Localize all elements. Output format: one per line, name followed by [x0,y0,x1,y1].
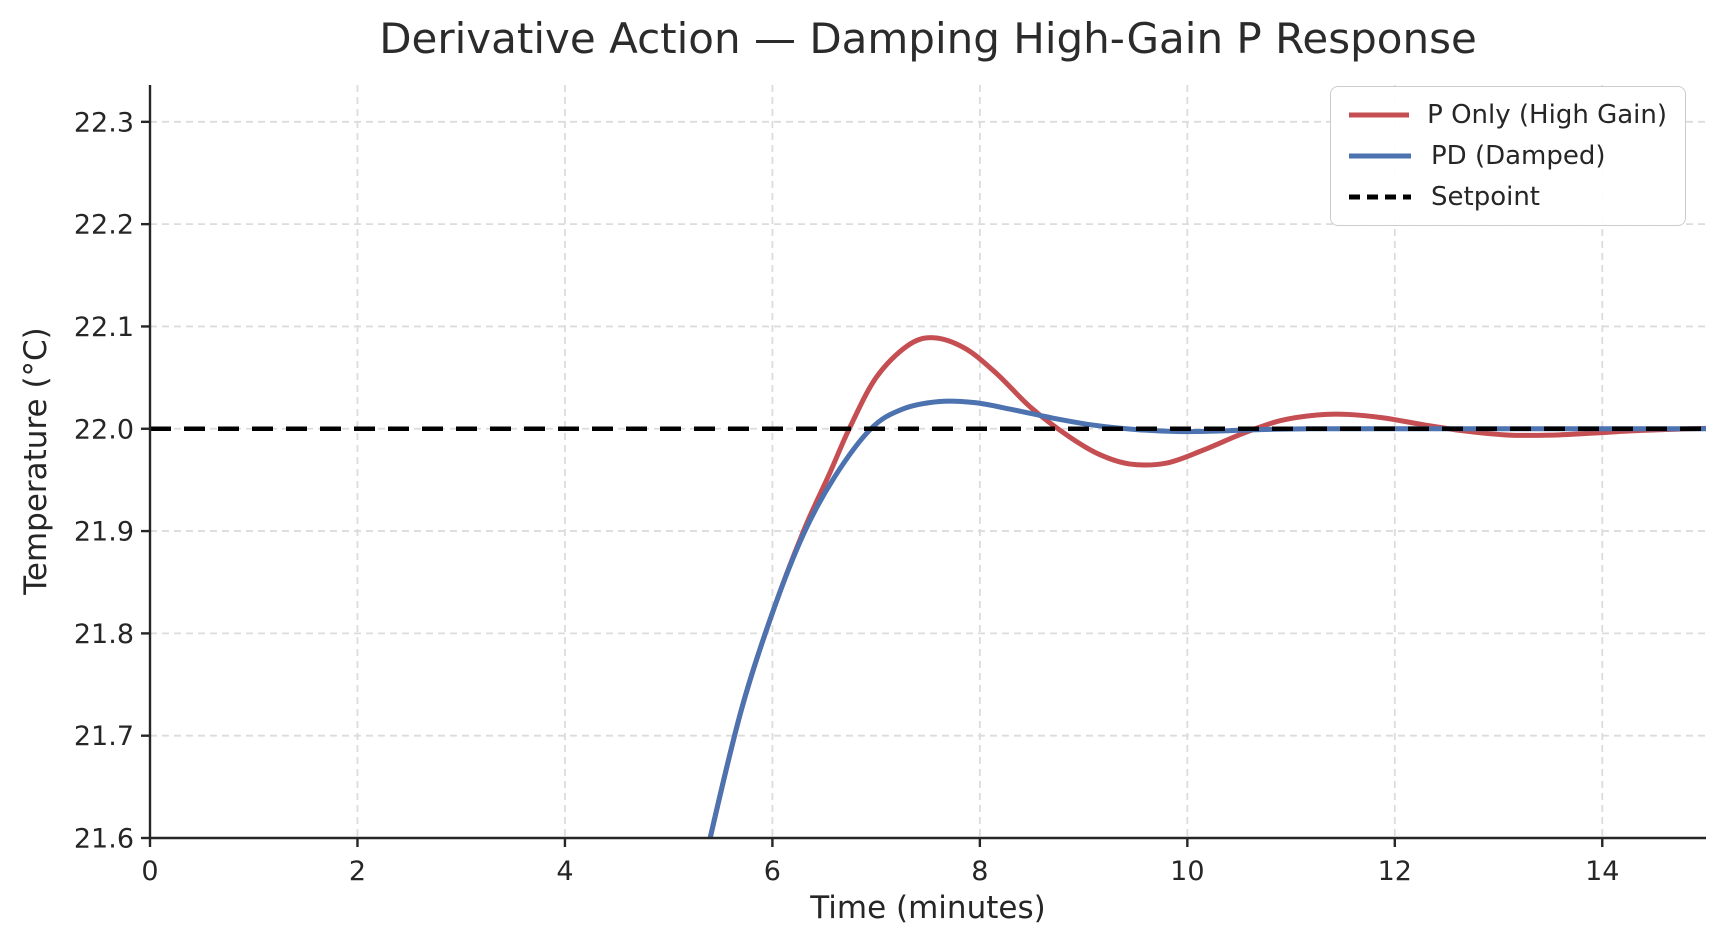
chart-title: Derivative Action — Damping High-Gain P … [379,14,1477,63]
y-tick-label: 22.1 [74,312,134,343]
legend-item-setpoint: Setpoint [1347,181,1667,213]
y-tick-label: 22.2 [74,210,134,241]
x-tick-label: 0 [141,856,158,887]
y-tick-label: 21.8 [74,619,134,650]
legend: P Only (High Gain) PD (Damped) Setpoint [1330,86,1686,226]
y-tick-label: 21.7 [74,721,134,752]
legend-swatch-p-only-high-gain [1349,112,1410,118]
x-tick-label: 8 [971,856,988,887]
legend-item-pd-damped: PD (Damped) [1347,140,1667,172]
y-tick-label: 21.9 [74,517,134,548]
y-tick-label: 22.0 [74,414,134,445]
x-tick-label: 14 [1585,856,1619,887]
legend-item-p-only-high-gain: P Only (High Gain) [1347,99,1667,131]
x-tick-label: 2 [349,856,366,887]
x-tick-label: 6 [764,856,781,887]
legend-label: P Only (High Gain) [1427,100,1667,130]
y-tick-label: 22.3 [74,107,134,138]
y-axis-label: Temperature (°C) [18,327,54,595]
x-tick-label: 10 [1170,856,1204,887]
x-tick-label: 12 [1378,856,1412,887]
x-axis-label: Time (minutes) [810,890,1046,926]
x-tick-label: 4 [556,856,573,887]
legend-label: PD (Damped) [1431,141,1606,171]
legend-swatch-setpoint [1349,194,1411,200]
legend-label: Setpoint [1431,182,1541,212]
series-pd-damped-line [707,398,1706,838]
legend-swatch-pd-damped [1349,153,1411,159]
y-tick-label: 21.6 [74,824,134,855]
